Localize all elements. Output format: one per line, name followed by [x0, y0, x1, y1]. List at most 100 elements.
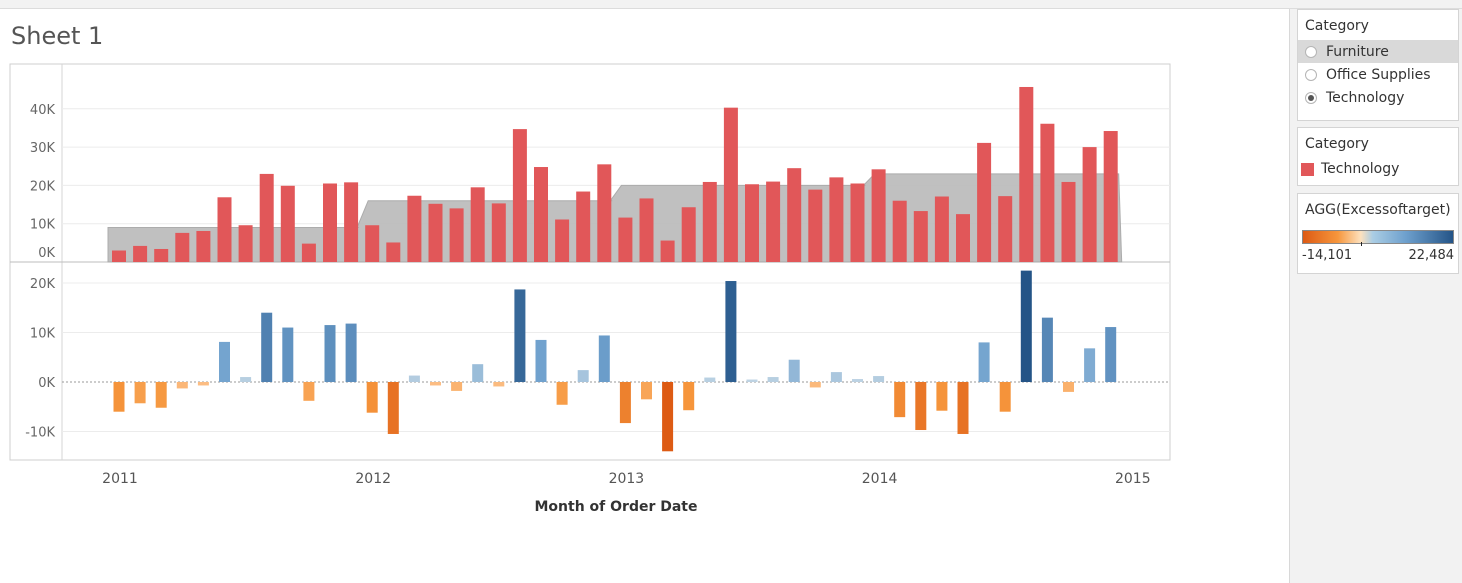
sales-bar[interactable]: [112, 250, 126, 262]
excess-bar[interactable]: [767, 377, 779, 382]
sales-bar[interactable]: [576, 191, 591, 262]
sales-bar[interactable]: [892, 200, 907, 262]
excess-bar[interactable]: [134, 382, 146, 404]
sales-bar[interactable]: [133, 245, 148, 262]
excess-bar[interactable]: [915, 382, 927, 431]
excess-bar[interactable]: [1020, 270, 1032, 382]
sales-bar[interactable]: [998, 196, 1013, 262]
excess-bar[interactable]: [514, 289, 526, 382]
excess-bar[interactable]: [176, 382, 188, 389]
sales-bar[interactable]: [787, 168, 802, 262]
sales-bar[interactable]: [280, 185, 295, 262]
sales-bar[interactable]: [365, 225, 380, 262]
sales-bar[interactable]: [597, 164, 612, 262]
sales-bar[interactable]: [323, 183, 337, 262]
sales-bar[interactable]: [491, 203, 506, 262]
radio-selected-icon[interactable]: [1305, 91, 1317, 104]
filter-option-office-supplies[interactable]: Office Supplies: [1298, 63, 1458, 86]
sales-bar[interactable]: [660, 240, 675, 262]
excess-bar[interactable]: [408, 375, 420, 382]
sales-bar[interactable]: [723, 107, 738, 262]
excess-bar[interactable]: [261, 312, 273, 382]
sales-bar[interactable]: [1019, 86, 1034, 262]
sales-bar[interactable]: [534, 167, 548, 262]
excess-bar[interactable]: [936, 382, 948, 411]
sales-bar[interactable]: [196, 230, 211, 262]
excess-bar[interactable]: [240, 377, 252, 382]
sales-bar[interactable]: [154, 248, 169, 262]
sales-bar[interactable]: [386, 242, 401, 262]
sales-bar[interactable]: [470, 187, 485, 262]
excess-bar[interactable]: [303, 382, 315, 401]
excess-bar[interactable]: [535, 339, 547, 382]
excess-bar[interactable]: [387, 382, 399, 434]
excess-bar[interactable]: [451, 382, 463, 391]
excess-bar[interactable]: [598, 335, 610, 382]
excess-bar[interactable]: [788, 359, 800, 382]
sales-bar[interactable]: [344, 182, 359, 262]
excess-bar[interactable]: [493, 382, 505, 387]
excess-bar[interactable]: [894, 382, 906, 418]
excess-bar[interactable]: [1105, 327, 1117, 382]
sales-bar[interactable]: [1040, 123, 1055, 262]
excess-bar[interactable]: [219, 341, 230, 382]
sales-bar[interactable]: [618, 217, 633, 262]
sales-bar[interactable]: [934, 196, 949, 262]
excess-bar[interactable]: [472, 364, 484, 382]
sales-bar[interactable]: [639, 198, 654, 262]
excess-bar[interactable]: [556, 382, 568, 405]
sales-bar[interactable]: [1103, 131, 1118, 262]
radio-icon[interactable]: [1305, 45, 1317, 58]
sales-bar[interactable]: [681, 207, 696, 262]
sales-bar[interactable]: [766, 181, 781, 262]
excess-bar[interactable]: [725, 281, 737, 382]
excess-bar[interactable]: [852, 379, 863, 382]
filter-option-technology[interactable]: Technology: [1298, 86, 1458, 109]
sales-bar[interactable]: [808, 189, 823, 262]
legend-item-technology[interactable]: Technology: [1298, 158, 1458, 180]
excess-bar[interactable]: [999, 382, 1011, 412]
sales-bar[interactable]: [977, 142, 992, 262]
sales-bar[interactable]: [512, 129, 527, 262]
excess-bar[interactable]: [324, 325, 336, 382]
excess-bar[interactable]: [619, 382, 631, 424]
excess-bar[interactable]: [577, 370, 589, 382]
excess-bar[interactable]: [641, 382, 652, 400]
sales-bar[interactable]: [702, 181, 717, 262]
excess-bar[interactable]: [345, 323, 357, 382]
excess-bar[interactable]: [704, 377, 716, 382]
excess-bar[interactable]: [155, 382, 167, 408]
excess-bar[interactable]: [197, 382, 209, 386]
sales-bar[interactable]: [449, 208, 464, 262]
sales-bar[interactable]: [428, 203, 443, 262]
excess-bar[interactable]: [683, 382, 695, 411]
sales-bar[interactable]: [407, 195, 422, 262]
excess-bar[interactable]: [809, 382, 821, 388]
excess-bar[interactable]: [113, 382, 125, 412]
excess-bar[interactable]: [282, 327, 294, 382]
sales-bar[interactable]: [238, 225, 253, 262]
excess-bar[interactable]: [830, 372, 842, 382]
excess-bar[interactable]: [978, 342, 990, 382]
sales-bar[interactable]: [175, 232, 190, 262]
excess-bar[interactable]: [430, 382, 441, 386]
excess-bar[interactable]: [746, 379, 758, 382]
excess-bar[interactable]: [1084, 348, 1096, 382]
filter-option-furniture[interactable]: Furniture: [1298, 40, 1458, 63]
excess-bar[interactable]: [366, 382, 378, 413]
sales-bar[interactable]: [871, 169, 886, 262]
sales-bar[interactable]: [1061, 181, 1076, 262]
sales-bar[interactable]: [555, 219, 570, 262]
sales-bar[interactable]: [301, 243, 316, 262]
sales-bar[interactable]: [1082, 147, 1097, 262]
sales-bar[interactable]: [745, 184, 759, 262]
excess-bar[interactable]: [957, 382, 969, 434]
sales-bar[interactable]: [217, 197, 232, 262]
sales-bar[interactable]: [829, 177, 844, 262]
sales-bar[interactable]: [259, 173, 274, 262]
sales-bar[interactable]: [913, 211, 928, 262]
excess-bar[interactable]: [873, 376, 885, 382]
sales-bar[interactable]: [850, 183, 865, 262]
excess-bar[interactable]: [1063, 382, 1074, 392]
radio-icon[interactable]: [1305, 68, 1317, 81]
